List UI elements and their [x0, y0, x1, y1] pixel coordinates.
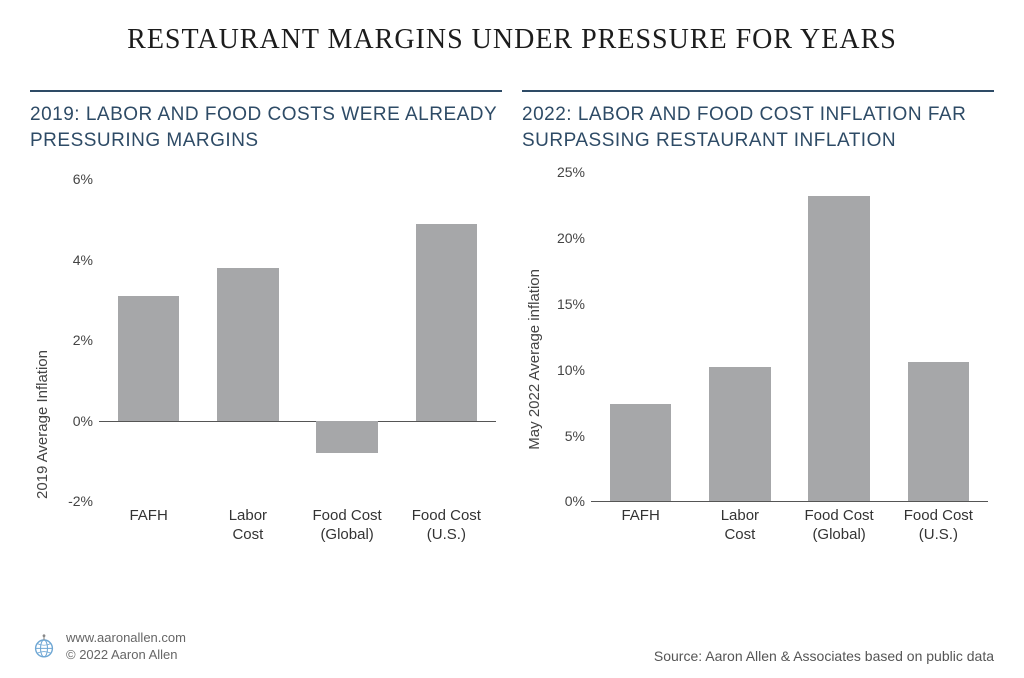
y-tick-label: -2%	[68, 493, 99, 509]
footer-url: www.aaronallen.com	[66, 630, 186, 647]
bar	[908, 362, 970, 501]
panels-row: 2019: LABOR AND FOOD COSTS WERE ALREADY …	[30, 90, 994, 559]
bar	[416, 224, 478, 421]
y-tick-label: 25%	[557, 164, 591, 180]
category-label: Food Cost (U.S.)	[889, 501, 988, 545]
panel-2022: 2022: LABOR AND FOOD COST INFLATION FAR …	[522, 90, 994, 559]
footer-copyright: © 2022 Aaron Allen	[66, 647, 186, 664]
y-tick-label: 5%	[565, 428, 591, 444]
footer: www.aaronallen.com © 2022 Aaron Allen So…	[30, 630, 994, 664]
category-label: Food Cost (U.S.)	[397, 501, 496, 545]
y-tick-label: 6%	[73, 171, 99, 187]
y-axis-label-2022: May 2022 Average inflation	[522, 269, 547, 450]
bar	[316, 421, 378, 453]
bar	[610, 404, 672, 501]
category-label: Labor Cost	[690, 501, 789, 545]
y-tick-label: 10%	[557, 362, 591, 378]
y-tick-label: 15%	[557, 296, 591, 312]
globe-logo-icon	[30, 633, 58, 661]
page-title: RESTAURANT MARGINS UNDER PRESSURE FOR YE…	[30, 24, 994, 56]
chart-2019: 2019 Average Inflation -2% 0% 2% 4% 6% FAFHLa…	[30, 159, 502, 559]
bar	[808, 196, 870, 501]
y-tick-label: 4%	[73, 252, 99, 268]
category-label: Labor Cost	[198, 501, 297, 545]
category-label: Food Cost (Global)	[298, 501, 397, 545]
bar	[217, 268, 279, 421]
category-label: Food Cost (Global)	[790, 501, 889, 545]
y-tick-label: 20%	[557, 230, 591, 246]
bar	[118, 296, 180, 421]
y-tick-label: 2%	[73, 332, 99, 348]
zero-axis-line	[99, 421, 496, 422]
panel-2022-title: 2022: LABOR AND FOOD COST INFLATION FAR …	[522, 92, 994, 159]
bar	[709, 367, 771, 501]
footer-source: Source: Aaron Allen & Associates based o…	[654, 648, 994, 664]
y-axis-label-2019: 2019 Average Inflation	[30, 350, 55, 559]
y-tick-label: 0%	[73, 413, 99, 429]
panel-2019: 2019: LABOR AND FOOD COSTS WERE ALREADY …	[30, 90, 502, 559]
y-tick-label: 0%	[565, 493, 591, 509]
panel-2019-title: 2019: LABOR AND FOOD COSTS WERE ALREADY …	[30, 92, 502, 159]
category-label: FAFH	[591, 501, 690, 526]
category-label: FAFH	[99, 501, 198, 526]
chart-2022: May 2022 Average inflation 0% 5% 10% 15% 20%…	[522, 159, 994, 559]
